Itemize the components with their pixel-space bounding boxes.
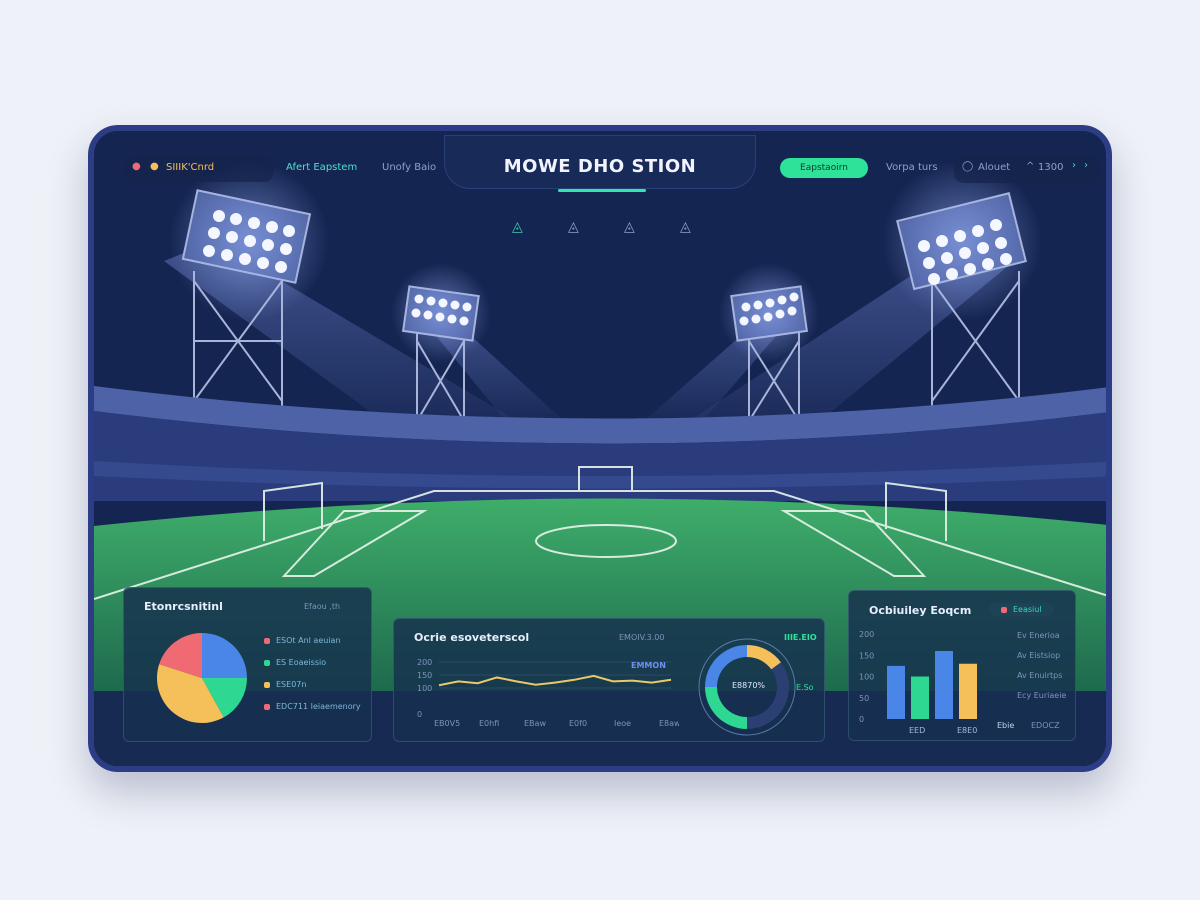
legend-swatch — [264, 637, 270, 644]
donut-slice — [747, 645, 781, 670]
x-tick-label: EBaw — [524, 719, 546, 728]
donut-label: IIIE.EIO — [784, 633, 817, 642]
x-tick-label: E8aw — [659, 719, 679, 728]
right-status-pill — [954, 155, 1100, 183]
y-tick-label: 100 — [859, 673, 874, 682]
pie-chart — [157, 633, 247, 723]
bar-chart: 200 150 100 50 0 EED E8E0 — [859, 630, 977, 735]
line-annotation: EMMON — [631, 661, 666, 670]
nav-item-2[interactable]: Unofy Baio — [382, 162, 437, 173]
pie-slice — [157, 664, 224, 723]
pie-legend-item: ES Eoaeissio — [264, 658, 326, 667]
donut-center-label: E8870% — [732, 681, 766, 690]
x-tick-label: EED — [909, 726, 925, 735]
bar-panel-title: Ocbiuiley Eoqcm — [869, 604, 972, 617]
donut-side-label: E.So — [796, 683, 814, 692]
line-panel-title: Ocrie esoveterscol — [414, 631, 530, 644]
bar-badge-label: Eeasiul — [1013, 605, 1042, 614]
ball-icon[interactable]: ◬ — [512, 219, 523, 235]
legend-label: ES Eoaeissio — [276, 658, 327, 667]
left-label: SIIIK'Cnrd — [166, 162, 215, 173]
x-tick-label: E8E0 — [957, 726, 977, 735]
shirt-icon[interactable]: ◬ — [568, 219, 579, 235]
x-tick-label: E0f0 — [569, 719, 587, 728]
pie-legend-item: EDC711 Ieiaemenory — [264, 702, 361, 711]
left-status-pill — [124, 156, 274, 182]
bar — [911, 676, 929, 719]
donut-slice — [705, 687, 747, 729]
legend-label: ESOt Anl aeuian — [276, 636, 341, 645]
pie-panel: Etonrcsnitinl Efaou ,th ESOt Anl aeuian E… — [123, 587, 372, 742]
legend-swatch — [264, 681, 270, 688]
title-tab: MOWE DHO STION — [444, 135, 756, 192]
y-tick-label: 150 — [859, 651, 874, 660]
donut-slice — [747, 662, 789, 729]
y-tick-label: 100 — [417, 684, 432, 693]
line-panel-badge: EMOIV.3.00 — [619, 633, 665, 642]
x-tick-label: EB0V5 — [434, 719, 460, 728]
whistle-icon[interactable]: ◬ — [680, 219, 691, 235]
x-tick-label: E0hfi — [479, 719, 499, 728]
bar — [887, 665, 905, 719]
pie-panel-title: Etonrcsnitinl — [144, 600, 223, 613]
bar-legend-item: Av Enuirtps — [1017, 671, 1063, 680]
bar — [935, 651, 953, 719]
x-tick-label: Ieoe — [614, 719, 631, 728]
pie-slice — [202, 633, 247, 678]
pie-slice — [202, 678, 247, 718]
chevron-up-icon[interactable]: ^ — [1026, 161, 1035, 172]
bar-legend-item: Av Eistsiop — [1017, 651, 1061, 660]
page-title: MOWE DHO STION — [503, 156, 697, 177]
alert-icon: ● — [132, 161, 141, 172]
donut-ring — [698, 638, 796, 736]
pie-legend-item: ESOt Anl aeuian — [264, 636, 341, 645]
y-tick-label: 200 — [417, 658, 432, 667]
donut-chart — [698, 638, 796, 736]
line-chart: 200 150 100 0 EB0V5 E0hfi EBaw E0f0 Ieoe E8aw — [417, 658, 679, 728]
primary-button[interactable]: Eapstaoirn — [780, 158, 868, 178]
status-value: 1300 — [1038, 162, 1064, 173]
coin-icon: ● — [150, 161, 159, 172]
donut-slice — [705, 645, 747, 687]
legend-label: ESE07n — [276, 680, 307, 689]
pie-panel-badge[interactable]: Efaou ,th — [304, 602, 341, 611]
pie-slice — [159, 633, 202, 678]
chevron-right-icon[interactable]: › — [1072, 160, 1076, 171]
legend-label: EDC711 Ieiaemenory — [276, 702, 361, 711]
boot-icon[interactable]: ◬ — [624, 219, 635, 235]
bar-legend-item: Ev Enerioa — [1017, 631, 1060, 640]
arrow-right-icon[interactable]: › — [1084, 160, 1088, 171]
legend-swatch — [264, 659, 270, 666]
pie-legend-item: ESE07n — [264, 680, 306, 689]
status-text: Alouet — [978, 162, 1011, 173]
right-link[interactable]: Vorpa turs — [886, 162, 938, 173]
y-tick-label: 200 — [859, 630, 874, 639]
y-tick-label: 0 — [417, 710, 422, 719]
line-series — [438, 674, 672, 687]
user-icon[interactable]: ◯ — [962, 161, 974, 172]
bar-panel: Ocbiuiley Eoqcm Eeasiul 200 150 100 50 0 EED E… — [848, 590, 1076, 741]
bar-footer-1: Ebie — [997, 721, 1015, 730]
nav-item-1[interactable]: Afert Eapstem — [286, 162, 358, 173]
legend-dot — [1001, 606, 1007, 613]
bar-footer-2: EDOCZ — [1031, 721, 1060, 730]
y-tick-label: 50 — [859, 694, 869, 703]
y-tick-label: 150 — [417, 671, 432, 680]
dashboard-window: ● ● SIIIK'Cnrd Afert Eapstem Unofy Baio … — [88, 125, 1112, 772]
y-tick-label: 0 — [859, 715, 864, 724]
bar — [959, 663, 977, 719]
bar-panel-badge[interactable]: Eeasiul — [989, 603, 1054, 616]
bar-legend-item: Ecy Euriaeie — [1017, 691, 1067, 700]
line-panel: Ocrie esoveterscol EMOIV.3.00 200 150 100 0… — [393, 618, 825, 742]
legend-swatch — [264, 703, 270, 710]
title-underline — [558, 189, 646, 192]
